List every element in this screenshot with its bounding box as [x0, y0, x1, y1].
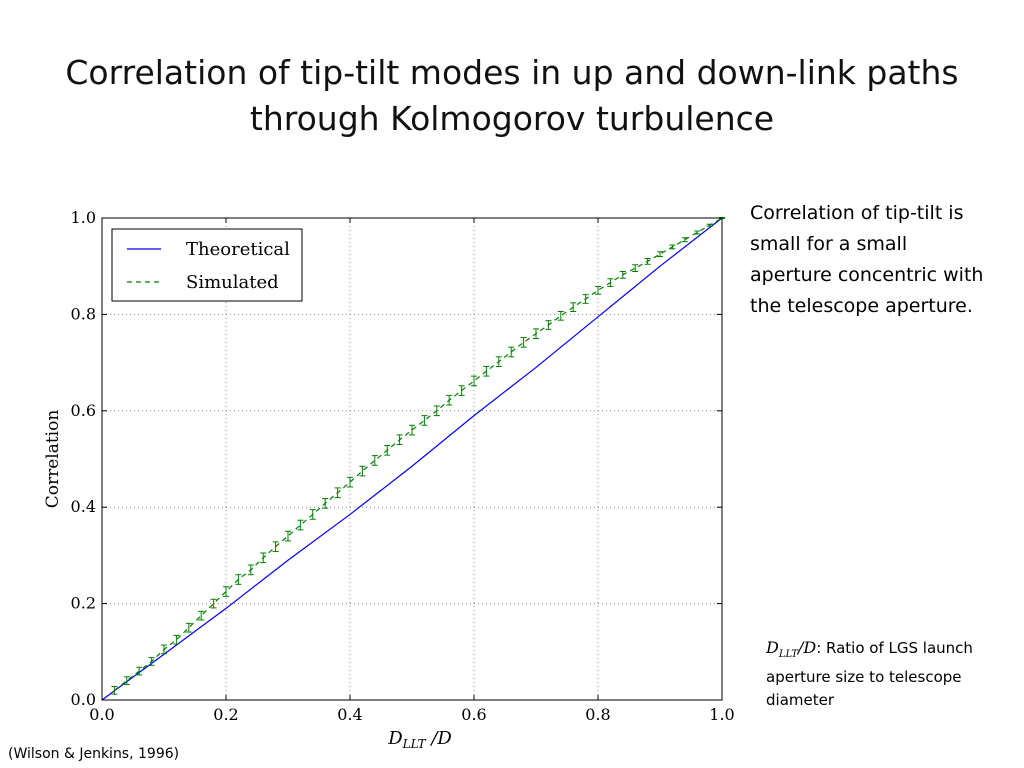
citation: (Wilson & Jenkins, 1996): [8, 746, 180, 762]
x-label-den: /D: [426, 728, 453, 749]
title-line-2: through Kolmogorov turbulence: [249, 99, 775, 138]
ticks: 0.0 0.2 0.4 0.6 0.8 1.0 0.0 0.2 0.4 0.6 0.8 1.0: [71, 208, 735, 724]
legend-label-simulated: Simulated: [186, 272, 279, 293]
symbol-den: /D: [797, 638, 817, 657]
x-tick-label: 0.6: [461, 705, 486, 724]
symbol-sub: LLT: [778, 649, 798, 661]
simulated-series: [111, 217, 725, 695]
y-tick-label: 0.2: [71, 594, 96, 613]
x-label-main: D: [387, 728, 403, 749]
y-tick-label: 0.0: [71, 690, 96, 709]
y-tick-label: 1.0: [71, 208, 96, 227]
legend-box: [111, 228, 303, 302]
x-axis-label: DLLT /D: [387, 728, 452, 751]
legend-label-theoretical: Theoretical: [186, 239, 290, 260]
symbol-main: D: [766, 638, 779, 657]
symbol-math: DLLT/D: [766, 638, 817, 661]
y-tick-label: 0.8: [71, 304, 96, 323]
x-tick-label: 0.2: [213, 705, 238, 724]
theoretical-series: [101, 217, 723, 701]
y-axis-label: Correlation: [43, 410, 63, 509]
x-tick-label: 0.4: [337, 705, 362, 724]
x-tick-label: 0.8: [585, 705, 610, 724]
symbol-definition: DLLT/D: Ratio of LGS launch aperture siz…: [766, 636, 1006, 712]
theoretical-line: [101, 217, 723, 701]
x-tick-label: 1.0: [709, 705, 734, 724]
side-note: Correlation of tip-tilt is small for a s…: [750, 202, 984, 317]
x-tick-label: 0.0: [89, 705, 114, 724]
symbol-desc: : Ratio of LGS launch aperture size to t…: [766, 639, 973, 710]
plot-frame: [101, 217, 723, 701]
chart-legend: Theoretical Simulated: [111, 228, 303, 302]
slide-title: Correlation of tip-tilt modes in up and …: [0, 50, 1024, 142]
y-tick-label: 0.4: [71, 497, 96, 516]
x-label-sub: LLT: [402, 737, 427, 751]
y-tick-label: 0.6: [71, 401, 96, 420]
title-line-1: Correlation of tip-tilt modes in up and …: [65, 53, 959, 92]
